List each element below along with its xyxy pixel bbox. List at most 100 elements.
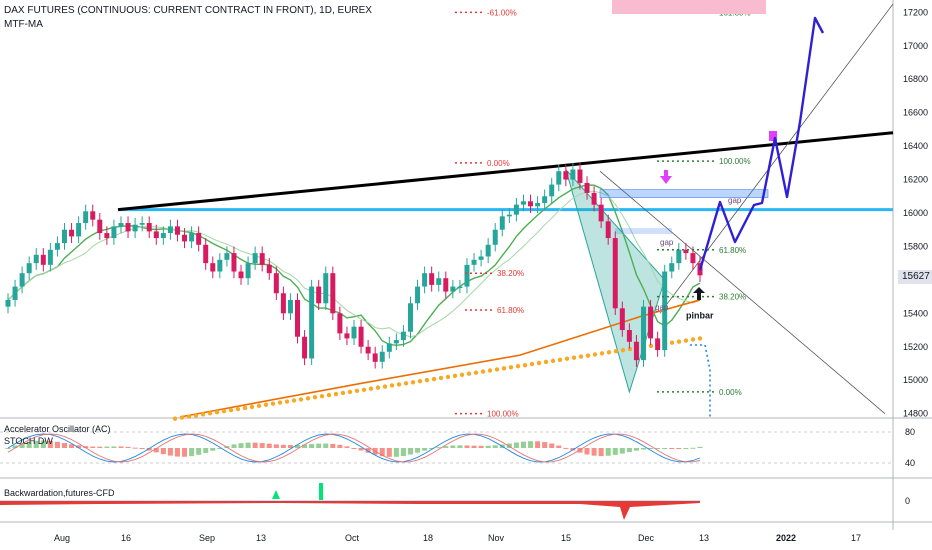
ac-histogram-bar xyxy=(393,448,399,457)
stoch-label: STOCH DW xyxy=(4,436,53,446)
candle-body xyxy=(407,303,413,332)
candle-body xyxy=(513,204,519,215)
ac-histogram-bar xyxy=(323,443,329,448)
x-tick-label: 16 xyxy=(121,533,131,543)
ma-yellow-dot xyxy=(375,385,381,390)
descending-thin-line xyxy=(599,170,886,414)
ac-histogram-bar xyxy=(485,445,491,448)
candle-body xyxy=(245,263,251,279)
candle-body xyxy=(40,254,46,265)
ma-yellow-dot xyxy=(319,393,325,399)
ma-yellow-dot xyxy=(417,379,423,384)
ma-yellow-dot xyxy=(466,371,472,376)
candle-body xyxy=(365,346,371,354)
ma-yellow-dot xyxy=(214,410,220,415)
ac-histogram-bar xyxy=(280,444,286,448)
candle-body xyxy=(619,308,625,331)
ma-yellow-dot xyxy=(487,368,493,373)
candle-body xyxy=(393,340,399,344)
candle-body xyxy=(598,204,604,222)
candle-body xyxy=(556,171,562,185)
y-tick-label: 16800 xyxy=(903,74,928,84)
ma-yellow-dot xyxy=(452,373,458,379)
ac-histogram-bar xyxy=(132,447,138,449)
ac-histogram-bar xyxy=(591,448,597,456)
candle-body xyxy=(471,259,477,265)
ac-histogram-bar xyxy=(238,443,244,448)
candle-body xyxy=(506,214,512,217)
ma-yellow-dot xyxy=(284,399,290,404)
ma-yellow-dot xyxy=(515,364,521,369)
ma-yellow-dot xyxy=(578,354,584,359)
ac-histogram-bar xyxy=(633,448,639,451)
ma-yellow-dot xyxy=(690,337,696,342)
ac-histogram-bar xyxy=(626,448,632,453)
candle-body xyxy=(259,253,265,265)
candle-body xyxy=(358,326,364,347)
ac-histogram-bar xyxy=(549,443,555,448)
ac-histogram-bar xyxy=(40,440,46,448)
y-tick-label: 14800 xyxy=(903,409,928,419)
ac-histogram-bar xyxy=(245,442,251,448)
ma-yellow-dot xyxy=(613,349,619,354)
rising-trendline xyxy=(117,131,894,212)
ma-yellow-dot xyxy=(501,366,507,371)
candle-body xyxy=(69,229,75,237)
candle-body xyxy=(238,271,244,279)
candle-body xyxy=(570,169,576,180)
ac-histogram-bar xyxy=(167,448,173,456)
candle-body xyxy=(400,331,406,341)
ac-histogram-bar xyxy=(12,445,18,448)
candle-body xyxy=(231,253,237,272)
ma-yellow-dot xyxy=(438,375,444,381)
pinbar-arrow-icon xyxy=(693,287,705,300)
candle-body xyxy=(662,271,668,351)
last-price-tag: 15627 xyxy=(898,270,932,284)
ma-yellow-dot xyxy=(326,392,332,398)
ma-yellow-dot xyxy=(494,367,500,372)
candle-body xyxy=(196,233,202,245)
ma-yellow-dot xyxy=(480,369,486,374)
candle-body xyxy=(104,233,110,239)
candle-body xyxy=(132,224,138,232)
ac-histogram-bar xyxy=(160,448,166,455)
candle-body xyxy=(224,253,230,260)
gap-label: gap xyxy=(728,196,742,205)
ascending-thin-line xyxy=(659,3,894,314)
candle-body xyxy=(549,184,555,197)
candle-body xyxy=(76,223,82,237)
ac-histogram-bar xyxy=(379,448,385,457)
candle-body xyxy=(273,273,279,294)
x-tick-label: 13 xyxy=(256,533,266,543)
ac-histogram-bar xyxy=(316,443,322,448)
candle-body xyxy=(612,238,618,309)
ac-histogram-bar xyxy=(351,448,357,449)
osc-level-label: 80 xyxy=(905,427,915,437)
indicator-label: MTF-MA xyxy=(4,19,43,30)
ma-yellow-dot xyxy=(256,403,262,409)
ac-histogram-bar xyxy=(563,447,569,449)
fib-right-label: 100.00% xyxy=(719,157,751,166)
ma-yellow-dot xyxy=(536,360,542,366)
candle-body xyxy=(203,244,209,264)
ma-yellow-dot xyxy=(445,374,451,380)
candle-body xyxy=(83,211,89,224)
ma-yellow-dot xyxy=(263,402,269,407)
ac-histogram-bar xyxy=(231,444,237,448)
ma-yellow-dot xyxy=(249,404,255,410)
ac-histogram-bar xyxy=(344,446,350,448)
candle-body xyxy=(485,244,491,257)
candle-body xyxy=(153,231,159,239)
candle-body xyxy=(429,273,435,285)
ma-yellow-dot xyxy=(669,340,675,345)
candle-body xyxy=(436,278,442,285)
ac-histogram-bar xyxy=(429,448,435,449)
ac-histogram-bar xyxy=(5,448,11,449)
x-tick-label: 13 xyxy=(699,533,709,543)
x-tick-label: 2022 xyxy=(776,533,796,543)
ma-yellow-dot xyxy=(368,386,374,391)
candle-body xyxy=(287,299,293,314)
ma-yellow-dot xyxy=(403,381,409,386)
osc-level-label: 40 xyxy=(905,458,915,468)
